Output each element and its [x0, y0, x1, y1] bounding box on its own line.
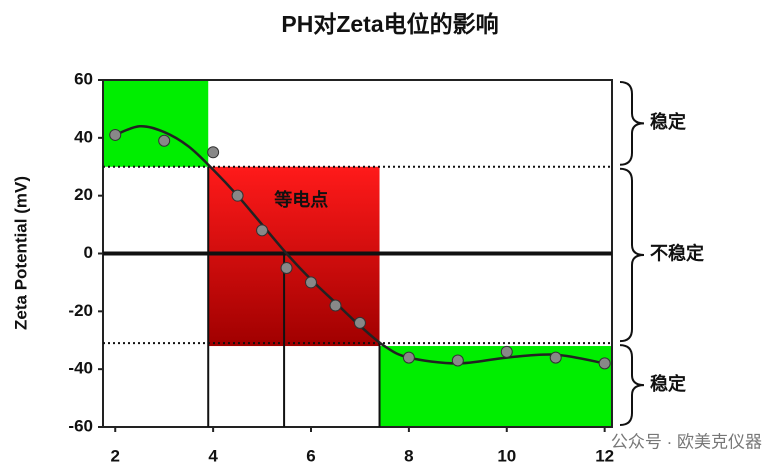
- x-tick-label: 2: [111, 446, 120, 465]
- annotation: 等电点: [274, 189, 328, 210]
- data-point: [500, 345, 513, 358]
- brace: [619, 81, 645, 166]
- x-tick-label: 8: [404, 446, 413, 465]
- annotation: 不稳定: [650, 243, 704, 264]
- y-tick-label: 40: [74, 127, 93, 146]
- region: [103, 80, 209, 167]
- data-point: [549, 351, 562, 364]
- data-point: [402, 351, 415, 364]
- x-tick-label: 6: [306, 446, 315, 465]
- chart-title: PH对Zeta电位的影响: [281, 11, 498, 37]
- data-point: [451, 354, 464, 367]
- data-point: [329, 299, 342, 312]
- data-point: [231, 189, 244, 202]
- x-tick-label: 4: [208, 446, 218, 465]
- y-tick-label: -60: [68, 416, 93, 435]
- y-tick-label: 0: [84, 243, 93, 262]
- data-point: [353, 316, 366, 329]
- data-point: [256, 224, 269, 237]
- y-axis-label: Zeta Potential (mV): [11, 176, 30, 330]
- data-point: [305, 276, 318, 289]
- brace: [619, 167, 645, 343]
- y-tick-label: 20: [74, 185, 93, 204]
- data-point: [598, 357, 611, 370]
- data-point: [109, 128, 122, 141]
- x-tick-label: 12: [595, 446, 614, 465]
- watermark: 公众号 · 欧美克仪器: [611, 432, 762, 451]
- y-tick-label: -20: [68, 301, 93, 320]
- y-tick-label: -40: [68, 359, 93, 378]
- data-point: [280, 261, 293, 274]
- x-tick-label: 10: [497, 446, 516, 465]
- annotation: 稳定: [650, 111, 686, 132]
- data-point: [207, 146, 220, 159]
- annotation: 稳定: [650, 373, 686, 394]
- y-tick-label: 60: [74, 69, 93, 88]
- brace: [619, 344, 645, 426]
- data-point: [158, 134, 171, 147]
